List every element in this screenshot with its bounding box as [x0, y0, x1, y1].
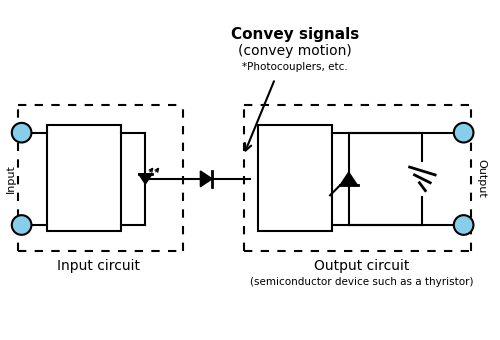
Circle shape	[12, 215, 32, 235]
Bar	[47, 125, 121, 231]
Text: Convey signals: Convey signals	[230, 27, 359, 42]
Text: (convey motion): (convey motion)	[238, 44, 352, 58]
Text: Output: Output	[476, 159, 486, 198]
Circle shape	[454, 215, 473, 235]
Circle shape	[12, 123, 32, 142]
Text: *Photocouplers, etc.: *Photocouplers, etc.	[242, 62, 348, 72]
Circle shape	[454, 123, 473, 142]
Bar	[258, 125, 332, 231]
Text: (semiconductor device such as a thyristor): (semiconductor device such as a thyristo…	[250, 277, 473, 287]
Text: Input circuit: Input circuit	[56, 259, 140, 273]
Text: Output circuit: Output circuit	[314, 259, 409, 273]
Text: Input: Input	[6, 165, 16, 193]
Polygon shape	[200, 171, 212, 187]
Polygon shape	[138, 174, 152, 184]
Polygon shape	[340, 172, 357, 186]
